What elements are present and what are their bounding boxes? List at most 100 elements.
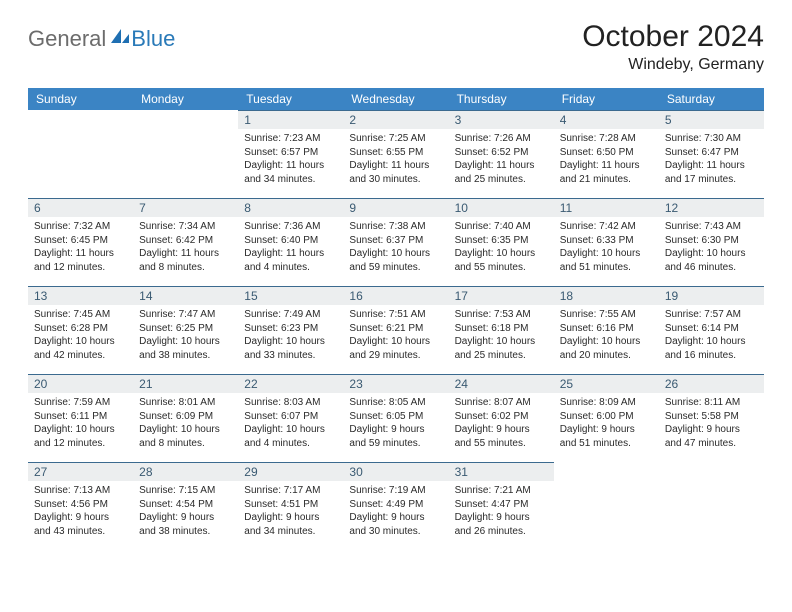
sunrise-line: Sunrise: 7:45 AM [34,308,127,322]
weekday-row: SundayMondayTuesdayWednesdayThursdayFrid… [28,88,764,110]
logo: General Blue [28,26,175,52]
day-content: Sunrise: 8:07 AMSunset: 6:02 PMDaylight:… [449,393,554,454]
day-number: 6 [28,198,133,217]
calendar-cell: 27Sunrise: 7:13 AMSunset: 4:56 PMDayligh… [28,462,133,550]
calendar-cell: 1Sunrise: 7:23 AMSunset: 6:57 PMDaylight… [238,110,343,198]
day-content: Sunrise: 7:49 AMSunset: 6:23 PMDaylight:… [238,305,343,366]
sunset-line: Sunset: 6:55 PM [349,146,442,160]
sunrise-line: Sunrise: 7:30 AM [665,132,758,146]
calendar-cell: 31Sunrise: 7:21 AMSunset: 4:47 PMDayligh… [449,462,554,550]
sunset-line: Sunset: 5:58 PM [665,410,758,424]
sunset-line: Sunset: 6:07 PM [244,410,337,424]
day-content: Sunrise: 7:43 AMSunset: 6:30 PMDaylight:… [659,217,764,278]
calendar-cell: 29Sunrise: 7:17 AMSunset: 4:51 PMDayligh… [238,462,343,550]
day-content: Sunrise: 8:05 AMSunset: 6:05 PMDaylight:… [343,393,448,454]
day-number: 28 [133,462,238,481]
day-number: 12 [659,198,764,217]
calendar-cell [659,462,764,550]
day-content: Sunrise: 7:17 AMSunset: 4:51 PMDaylight:… [238,481,343,542]
calendar-cell [28,110,133,198]
daylight-line: Daylight: 9 hours and 47 minutes. [665,423,758,450]
sunset-line: Sunset: 6:25 PM [139,322,232,336]
sunset-line: Sunset: 6:37 PM [349,234,442,248]
sunset-line: Sunset: 6:52 PM [455,146,548,160]
calendar-week-row: 6Sunrise: 7:32 AMSunset: 6:45 PMDaylight… [28,198,764,286]
sunset-line: Sunset: 6:18 PM [455,322,548,336]
day-number: 17 [449,286,554,305]
daylight-line: Daylight: 10 hours and 55 minutes. [455,247,548,274]
daylight-line: Daylight: 9 hours and 43 minutes. [34,511,127,538]
day-number: 21 [133,374,238,393]
sunset-line: Sunset: 6:11 PM [34,410,127,424]
daylight-line: Daylight: 9 hours and 59 minutes. [349,423,442,450]
sunset-line: Sunset: 6:57 PM [244,146,337,160]
day-content: Sunrise: 7:13 AMSunset: 4:56 PMDaylight:… [28,481,133,542]
daylight-line: Daylight: 10 hours and 51 minutes. [560,247,653,274]
weekday-header: Monday [133,88,238,110]
daylight-line: Daylight: 9 hours and 30 minutes. [349,511,442,538]
sunrise-line: Sunrise: 7:15 AM [139,484,232,498]
daylight-line: Daylight: 11 hours and 34 minutes. [244,159,337,186]
sunset-line: Sunset: 6:14 PM [665,322,758,336]
daylight-line: Daylight: 10 hours and 8 minutes. [139,423,232,450]
calendar-table: SundayMondayTuesdayWednesdayThursdayFrid… [28,88,764,550]
day-content: Sunrise: 7:38 AMSunset: 6:37 PMDaylight:… [343,217,448,278]
sunset-line: Sunset: 4:51 PM [244,498,337,512]
day-number: 10 [449,198,554,217]
sunset-line: Sunset: 4:47 PM [455,498,548,512]
weekday-header: Saturday [659,88,764,110]
day-content: Sunrise: 7:28 AMSunset: 6:50 PMDaylight:… [554,129,659,190]
day-content: Sunrise: 7:40 AMSunset: 6:35 PMDaylight:… [449,217,554,278]
calendar-cell: 14Sunrise: 7:47 AMSunset: 6:25 PMDayligh… [133,286,238,374]
sunrise-line: Sunrise: 7:32 AM [34,220,127,234]
calendar-cell [133,110,238,198]
daylight-line: Daylight: 10 hours and 29 minutes. [349,335,442,362]
day-content: Sunrise: 7:53 AMSunset: 6:18 PMDaylight:… [449,305,554,366]
sunset-line: Sunset: 6:23 PM [244,322,337,336]
calendar-cell: 2Sunrise: 7:25 AMSunset: 6:55 PMDaylight… [343,110,448,198]
day-number: 7 [133,198,238,217]
daylight-line: Daylight: 10 hours and 16 minutes. [665,335,758,362]
sunrise-line: Sunrise: 7:47 AM [139,308,232,322]
daylight-line: Daylight: 11 hours and 12 minutes. [34,247,127,274]
day-content: Sunrise: 7:47 AMSunset: 6:25 PMDaylight:… [133,305,238,366]
sail-icon [109,27,131,50]
calendar-cell: 17Sunrise: 7:53 AMSunset: 6:18 PMDayligh… [449,286,554,374]
sunset-line: Sunset: 4:56 PM [34,498,127,512]
sunset-line: Sunset: 6:02 PM [455,410,548,424]
day-content: Sunrise: 8:11 AMSunset: 5:58 PMDaylight:… [659,393,764,454]
day-content: Sunrise: 8:03 AMSunset: 6:07 PMDaylight:… [238,393,343,454]
daylight-line: Daylight: 10 hours and 46 minutes. [665,247,758,274]
day-content: Sunrise: 7:15 AMSunset: 4:54 PMDaylight:… [133,481,238,542]
day-number: 18 [554,286,659,305]
day-content: Sunrise: 7:42 AMSunset: 6:33 PMDaylight:… [554,217,659,278]
day-number: 27 [28,462,133,481]
sunset-line: Sunset: 6:28 PM [34,322,127,336]
daylight-line: Daylight: 11 hours and 17 minutes. [665,159,758,186]
title-block: October 2024 Windeby, Germany [582,20,764,74]
calendar-week-row: 1Sunrise: 7:23 AMSunset: 6:57 PMDaylight… [28,110,764,198]
day-content: Sunrise: 7:30 AMSunset: 6:47 PMDaylight:… [659,129,764,190]
sunrise-line: Sunrise: 7:28 AM [560,132,653,146]
day-number: 11 [554,198,659,217]
day-number: 1 [238,110,343,129]
day-number: 3 [449,110,554,129]
sunset-line: Sunset: 6:21 PM [349,322,442,336]
sunset-line: Sunset: 6:45 PM [34,234,127,248]
sunset-line: Sunset: 6:30 PM [665,234,758,248]
calendar-cell: 16Sunrise: 7:51 AMSunset: 6:21 PMDayligh… [343,286,448,374]
sunrise-line: Sunrise: 8:07 AM [455,396,548,410]
sunrise-line: Sunrise: 7:34 AM [139,220,232,234]
day-number: 25 [554,374,659,393]
weekday-header: Wednesday [343,88,448,110]
daylight-line: Daylight: 10 hours and 59 minutes. [349,247,442,274]
daylight-line: Daylight: 9 hours and 38 minutes. [139,511,232,538]
day-content: Sunrise: 7:45 AMSunset: 6:28 PMDaylight:… [28,305,133,366]
day-content: Sunrise: 7:19 AMSunset: 4:49 PMDaylight:… [343,481,448,542]
calendar-cell: 4Sunrise: 7:28 AMSunset: 6:50 PMDaylight… [554,110,659,198]
calendar-cell: 25Sunrise: 8:09 AMSunset: 6:00 PMDayligh… [554,374,659,462]
calendar-cell: 28Sunrise: 7:15 AMSunset: 4:54 PMDayligh… [133,462,238,550]
daylight-line: Daylight: 10 hours and 42 minutes. [34,335,127,362]
sunrise-line: Sunrise: 7:59 AM [34,396,127,410]
daylight-line: Daylight: 9 hours and 55 minutes. [455,423,548,450]
